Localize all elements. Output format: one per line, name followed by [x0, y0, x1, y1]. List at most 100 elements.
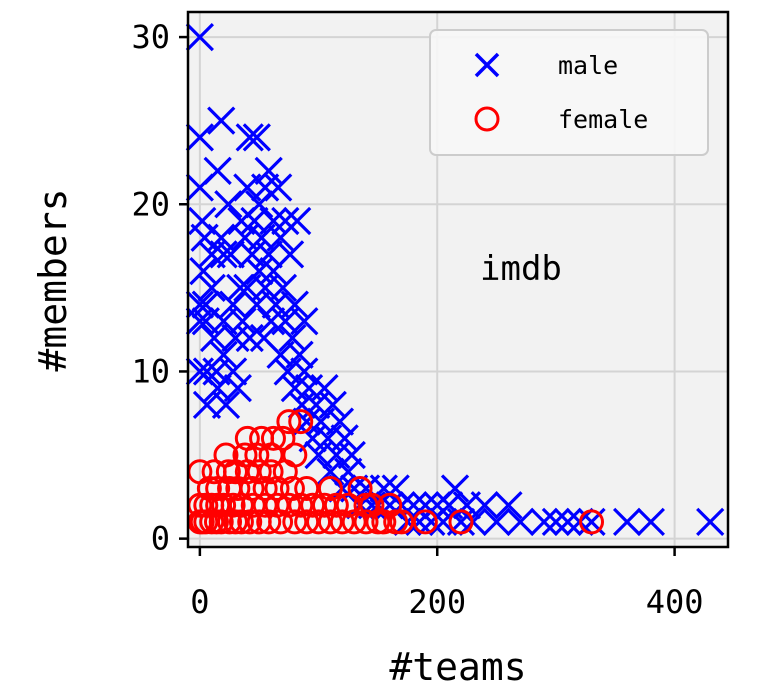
male-point	[223, 374, 252, 403]
female-point	[228, 509, 254, 535]
female-point	[232, 442, 258, 468]
male-point	[216, 240, 245, 269]
y-tick-label: 0	[151, 520, 170, 558]
male-point	[251, 173, 280, 202]
male-point	[268, 273, 298, 302]
male-point	[228, 307, 257, 336]
legend: male female	[429, 29, 709, 156]
female-point	[300, 492, 326, 518]
male-point	[612, 507, 642, 537]
female-point	[377, 492, 403, 518]
female-point	[208, 509, 234, 535]
male-point	[209, 340, 238, 369]
y-tick-label: 20	[131, 185, 170, 223]
female-point	[246, 459, 272, 485]
male-point	[197, 273, 226, 302]
female-point	[412, 509, 438, 535]
male-point	[235, 323, 264, 353]
male-point	[185, 307, 214, 336]
male-point	[541, 507, 571, 537]
male-point	[218, 290, 248, 319]
male-point	[290, 357, 319, 386]
male-point	[482, 507, 511, 537]
plot-frame	[186, 10, 730, 549]
female-point	[239, 475, 265, 501]
female-point	[270, 425, 296, 451]
female-point	[258, 442, 284, 468]
annotation-label: imdb	[480, 249, 562, 289]
female-point	[335, 492, 361, 518]
female-point	[282, 442, 308, 468]
series-female	[187, 409, 605, 535]
female-point	[347, 475, 373, 501]
female-point	[353, 509, 379, 535]
male-point	[256, 307, 286, 336]
male-point	[290, 307, 319, 336]
male-point	[264, 173, 293, 202]
male-point	[470, 491, 499, 520]
female-point	[294, 475, 320, 501]
male-point	[275, 240, 305, 269]
female-point	[294, 509, 320, 535]
male-point	[185, 22, 214, 52]
male-point	[440, 474, 470, 503]
male-point	[203, 156, 232, 185]
male-point	[185, 123, 214, 152]
male-point	[199, 323, 229, 353]
male-point	[189, 257, 218, 286]
y-axis-label: #members	[31, 188, 75, 371]
female-point	[252, 475, 278, 501]
male-point	[235, 123, 264, 152]
female-point	[258, 459, 284, 485]
male-point	[218, 357, 248, 386]
male-point	[506, 507, 535, 537]
male-point	[318, 390, 347, 420]
legend-label-male: male	[558, 51, 618, 80]
female-point	[240, 492, 266, 518]
y-tick-label: 10	[131, 352, 170, 390]
female-point	[359, 492, 385, 518]
male-point	[636, 507, 665, 537]
female-point	[282, 509, 308, 535]
male-point	[221, 323, 250, 353]
male-point	[254, 240, 283, 269]
male-point	[214, 190, 243, 219]
legend-box	[429, 29, 709, 156]
male-point	[330, 424, 359, 453]
y-tick-label: 30	[131, 18, 170, 56]
female-point	[323, 492, 349, 518]
female-point	[211, 492, 237, 518]
female-point	[252, 492, 278, 518]
male-point	[325, 407, 355, 436]
x-tick-label: 200	[408, 583, 466, 621]
female-point	[371, 509, 397, 535]
male-point	[292, 407, 321, 436]
male-point	[337, 440, 366, 470]
female-point	[288, 492, 314, 518]
female-point	[329, 509, 355, 535]
female-point	[276, 492, 302, 518]
male-point	[254, 156, 283, 185]
data-marks	[185, 22, 725, 537]
male-point	[285, 340, 314, 369]
female-point	[579, 509, 605, 535]
female-point	[317, 509, 343, 535]
male-point	[553, 507, 582, 537]
legend-marker-male	[474, 52, 500, 78]
male-point	[280, 374, 309, 403]
y-axis-ticks: 0 10 20 30	[131, 18, 188, 558]
male-point	[278, 323, 307, 353]
female-point	[264, 492, 290, 518]
female-point	[317, 475, 343, 501]
male-point	[696, 507, 725, 537]
male-point	[245, 257, 274, 286]
x-axis-label: #teams	[389, 645, 526, 689]
x-tick-label: 0	[190, 583, 209, 621]
male-point	[280, 290, 309, 319]
male-point	[494, 491, 523, 520]
male-point	[242, 123, 271, 152]
legend-label-female: female	[558, 105, 648, 134]
male-point	[259, 206, 288, 236]
male-point	[271, 206, 300, 236]
